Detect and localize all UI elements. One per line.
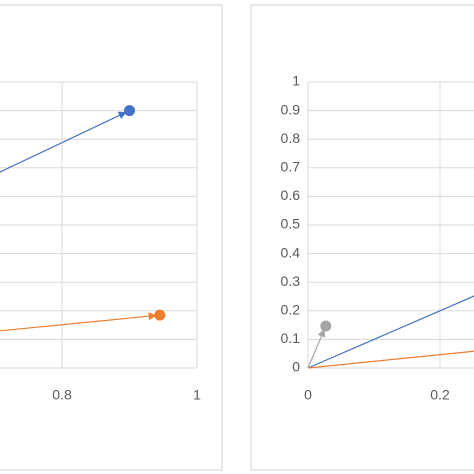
y-tick-label: 0.8 <box>281 130 301 146</box>
y-tick-label: 0.1 <box>281 330 301 346</box>
vector-end-marker <box>124 105 135 117</box>
vector-line <box>307 295 474 369</box>
x-tick-label: 0.2 <box>430 387 450 403</box>
y-tick-label: 0.4 <box>281 244 301 260</box>
vector-line <box>0 110 130 173</box>
y-tick-label: 1 <box>292 73 300 89</box>
x-tick-label: 1 <box>193 387 201 403</box>
vector-end-marker <box>154 309 166 321</box>
y-tick-label: 0 <box>292 359 300 375</box>
y-tick-label: 0.7 <box>281 159 301 175</box>
y-tick-label: 0.3 <box>281 273 301 289</box>
x-tick-label: 0 <box>304 387 312 403</box>
chart-frame <box>0 4 223 471</box>
vector-line <box>307 325 327 369</box>
vector-line <box>307 350 474 369</box>
vector-end-marker <box>320 320 332 332</box>
vector-line <box>0 312 160 332</box>
y-tick-label: 0.2 <box>281 302 301 318</box>
plot: 00.10.20.30.40.50.60.70.80.910.81 <box>0 81 201 403</box>
y-tick-label: 0.9 <box>281 101 301 117</box>
plot: 0 0.1 0.2 0.3 0.4 0.5 0.6 0.7 0.8 0.9 1 0 0.2 <box>281 73 474 403</box>
y-tick-label: 0.5 <box>281 216 301 232</box>
x-tick-label: 0.8 <box>52 387 72 403</box>
y-tick-label: 0.6 <box>281 187 301 203</box>
